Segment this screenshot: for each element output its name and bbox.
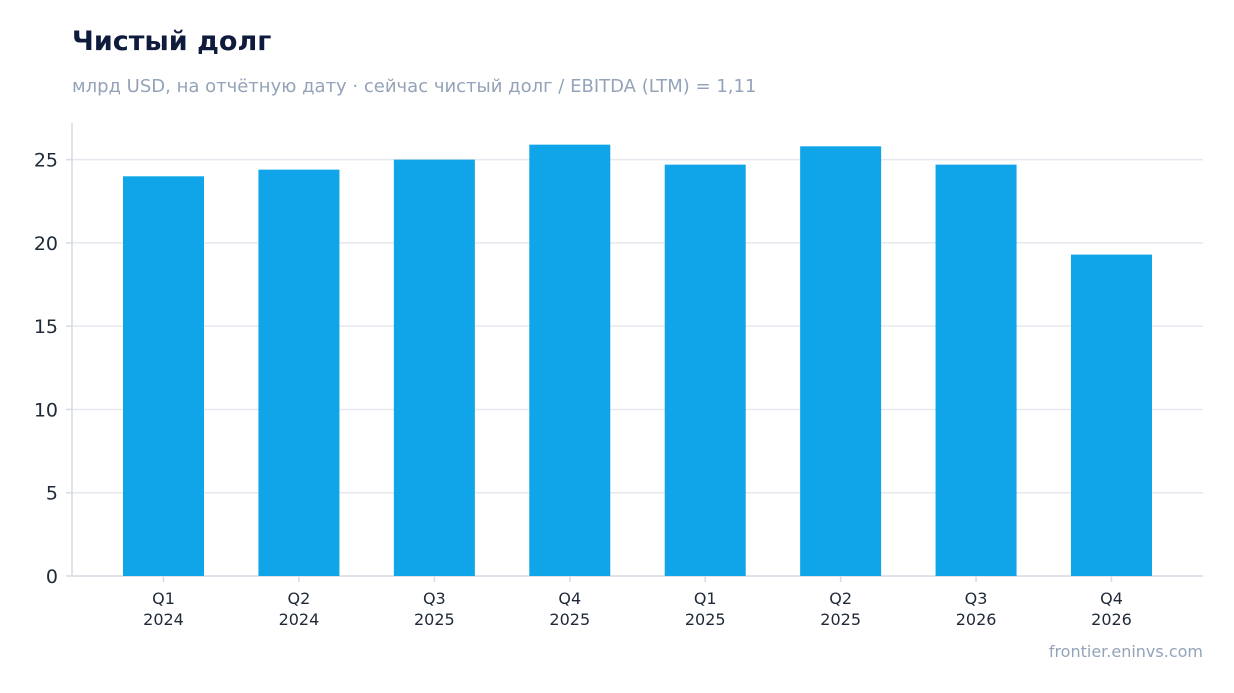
y-tick-labels: 0 5 10 15 20 25 [34,150,58,588]
bar [1071,254,1152,576]
x-tick-label-quarter: Q3 [423,589,446,608]
x-tick-label-year: 2026 [1091,610,1132,629]
x-tick-label-quarter: Q4 [1100,589,1123,608]
y-tick-label: 5 [46,483,58,505]
x-tick-label-year: 2025 [685,610,726,629]
x-tick-label-quarter: Q2 [829,589,852,608]
grid-lines [72,158,1203,494]
bar [123,176,204,576]
y-tick-label: 0 [46,566,58,588]
x-tick-label-year: 2025 [549,610,590,629]
y-tick-label: 10 [34,399,58,421]
y-tick-label: 20 [34,233,58,255]
bar [393,159,475,576]
bar [800,146,882,577]
x-tick-label-quarter: Q1 [694,589,717,608]
bar [258,169,340,576]
x-tick-label-quarter: Q1 [152,589,175,608]
source-watermark: frontier.eninvs.com [1048,642,1203,661]
chart-subtitle: млрд USD, на отчётную дату · сейчас чист… [72,76,757,97]
axes [66,123,1203,582]
x-tick-label-quarter: Q3 [965,589,988,608]
x-tick-labels: Q1 2024 Q2 2024 Q3 2025 Q4 2025 Q1 2025 Q2 2025 Q3 20… [143,589,1132,629]
x-tick-label-year: 2026 [956,610,997,629]
bar [529,144,611,576]
x-tick-label-year: 2025 [820,610,861,629]
y-tick-label: 25 [34,150,58,172]
chart-title: Чистый долг [72,26,272,57]
x-tick-label-quarter: Q2 [288,589,311,608]
x-tick-label-year: 2024 [143,610,184,629]
y-tick-label: 15 [34,316,58,338]
x-tick-label-year: 2024 [279,610,320,629]
x-tick-label-quarter: Q4 [558,589,581,608]
bars [123,144,1152,577]
x-tick-label-year: 2025 [414,610,455,629]
bar [664,164,746,576]
bar [935,164,1017,576]
